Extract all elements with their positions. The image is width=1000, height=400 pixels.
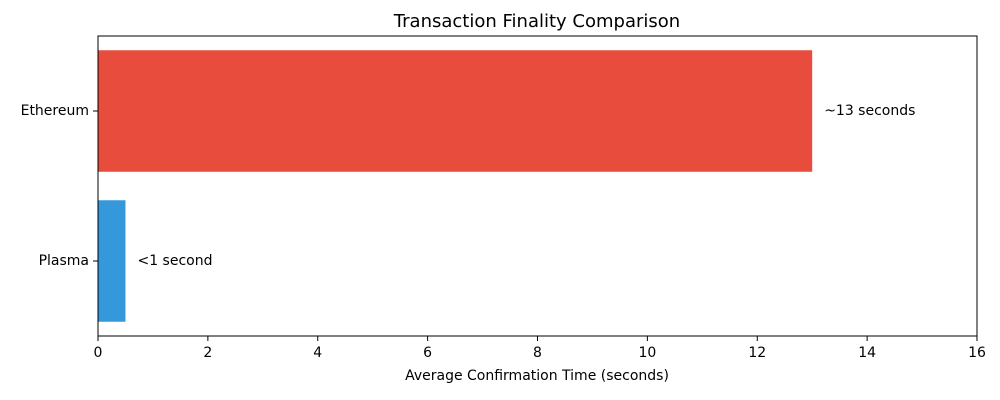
x-axis-label: Average Confirmation Time (seconds)	[405, 368, 669, 384]
y-tick-label: Ethereum	[21, 103, 89, 119]
chart-title: Transaction Finality Comparison	[393, 11, 680, 32]
x-tick-label: 2	[203, 345, 212, 361]
value-label: <1 second	[137, 253, 212, 269]
value-label: ~13 seconds	[824, 103, 915, 119]
bar	[98, 200, 126, 322]
x-tick-label: 12	[748, 345, 766, 361]
x-tick-label: 10	[638, 345, 656, 361]
x-tick-label: 8	[533, 345, 542, 361]
bar	[98, 50, 813, 172]
x-tick-label: 14	[858, 345, 876, 361]
plot-frame	[97, 35, 978, 337]
y-tick-label: Plasma	[39, 253, 89, 269]
x-tick-label: 6	[423, 345, 432, 361]
x-tick-label: 16	[968, 345, 986, 361]
x-tick-label: 0	[94, 345, 103, 361]
x-tick-label: 4	[313, 345, 322, 361]
